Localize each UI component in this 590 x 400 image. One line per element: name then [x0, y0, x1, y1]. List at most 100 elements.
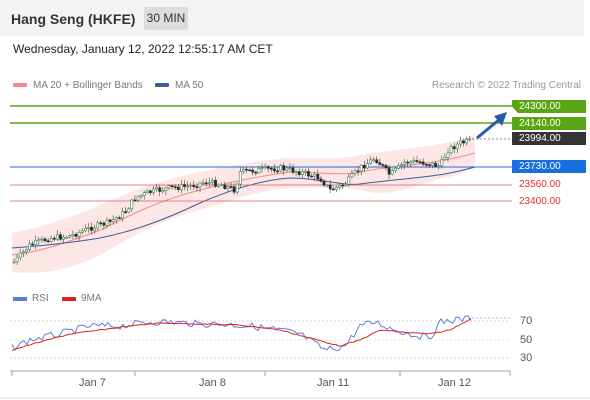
- candle-body: [393, 167, 397, 171]
- x-label-jan11: Jan 11: [317, 377, 350, 389]
- candle-body: [12, 261, 16, 264]
- candle-body: [155, 187, 159, 190]
- candle-body: [245, 168, 248, 171]
- candle-body: [294, 171, 298, 174]
- credit-text: Research © 2022 Trading Central: [431, 80, 581, 91]
- candle-body: [55, 234, 59, 240]
- candle-body: [338, 184, 341, 188]
- candle-body: [319, 178, 323, 182]
- candle-body: [201, 182, 205, 185]
- candle-body: [87, 226, 90, 229]
- candle-body: [198, 182, 202, 188]
- candle-body: [223, 184, 227, 189]
- candle-body: [74, 234, 78, 237]
- candle-body: [145, 190, 149, 194]
- support-1-label: 23560.00: [519, 179, 561, 190]
- candle-body: [291, 167, 295, 173]
- current-price-label: 23994.00: [519, 133, 561, 144]
- candle-body: [248, 169, 252, 172]
- candle-body: [96, 222, 100, 229]
- candle-body: [161, 190, 165, 193]
- rsi-ma-legend-label: 9MA: [81, 293, 102, 304]
- candle-body: [347, 176, 351, 185]
- rsi-axis-30: 30: [520, 352, 533, 364]
- candle-body: [356, 170, 360, 173]
- candle-body: [173, 186, 177, 188]
- candle-body: [49, 237, 53, 242]
- x-label-jan7: Jan 7: [79, 377, 106, 389]
- candle-body: [52, 237, 56, 240]
- candle-body: [406, 161, 410, 164]
- candle-body: [350, 173, 354, 178]
- candle-body: [300, 171, 304, 175]
- candle-body: [449, 146, 453, 154]
- candle-body: [189, 185, 193, 187]
- candle-body: [387, 167, 391, 175]
- candle-body: [431, 162, 434, 166]
- candle-body: [276, 170, 279, 173]
- candle-body: [365, 163, 369, 169]
- candle-body: [71, 234, 75, 237]
- candle-body: [257, 168, 261, 174]
- candle-body: [217, 184, 221, 187]
- candle-body: [421, 161, 425, 165]
- candle-body: [313, 173, 317, 177]
- candle-body: [322, 180, 326, 186]
- rsi-ma-line: [11, 317, 472, 351]
- candle-body: [99, 222, 103, 225]
- candle-body: [260, 167, 264, 169]
- candle-body: [186, 185, 190, 188]
- pivot-label: 23730.00: [519, 161, 561, 172]
- candle-body: [353, 170, 357, 174]
- candle-body: [102, 222, 106, 226]
- candle-body: [21, 251, 25, 254]
- candle-body: [390, 170, 394, 175]
- candlestick-series: [12, 135, 472, 265]
- candle-body: [446, 152, 450, 158]
- candle-body: [242, 168, 245, 172]
- bollinger-band-area: [12, 135, 475, 273]
- candle-body: [285, 167, 289, 171]
- candle-body: [316, 173, 320, 180]
- candle-body: [359, 164, 363, 172]
- candle-body: [142, 192, 146, 196]
- candle-body: [164, 187, 168, 192]
- candle-body: [334, 186, 338, 190]
- candle-body: [114, 217, 118, 220]
- candle-body: [344, 183, 348, 186]
- instrument-title: Hang Seng (HKFE): [11, 11, 136, 27]
- candle-body: [40, 238, 44, 241]
- candle-body: [207, 181, 211, 184]
- candle-body: [68, 235, 72, 238]
- candle-body: [282, 165, 286, 171]
- candle-body: [192, 185, 196, 188]
- candle-body: [139, 195, 143, 198]
- pivot-tag: [512, 160, 586, 173]
- candle-body: [266, 166, 270, 169]
- bollinger-swatch-icon: [13, 83, 27, 88]
- timeframe-button[interactable]: 30 MIN: [144, 7, 188, 30]
- candle-body: [65, 236, 69, 239]
- candle-body: [362, 164, 366, 169]
- candle-body: [254, 171, 258, 174]
- candle-body: [59, 234, 62, 240]
- rsi-line: [11, 315, 472, 351]
- candle-body: [77, 232, 81, 237]
- candle-body: [375, 159, 379, 163]
- resistance-1-tag: [512, 117, 586, 130]
- candle-body: [62, 236, 66, 240]
- candle-body: [229, 186, 233, 188]
- rsi-panel-bg: [10, 292, 510, 372]
- legend-ma50-label: MA 50: [175, 80, 204, 91]
- candle-body: [288, 167, 292, 170]
- candle-body: [458, 140, 462, 145]
- candle-body: [24, 249, 28, 252]
- rsi-legend-label: RSI: [32, 293, 49, 304]
- candle-body: [83, 228, 87, 232]
- candle-body: [28, 243, 31, 251]
- candle-body: [325, 184, 329, 187]
- candle-body: [133, 199, 137, 202]
- candle-body: [269, 167, 273, 170]
- candle-body: [437, 165, 441, 168]
